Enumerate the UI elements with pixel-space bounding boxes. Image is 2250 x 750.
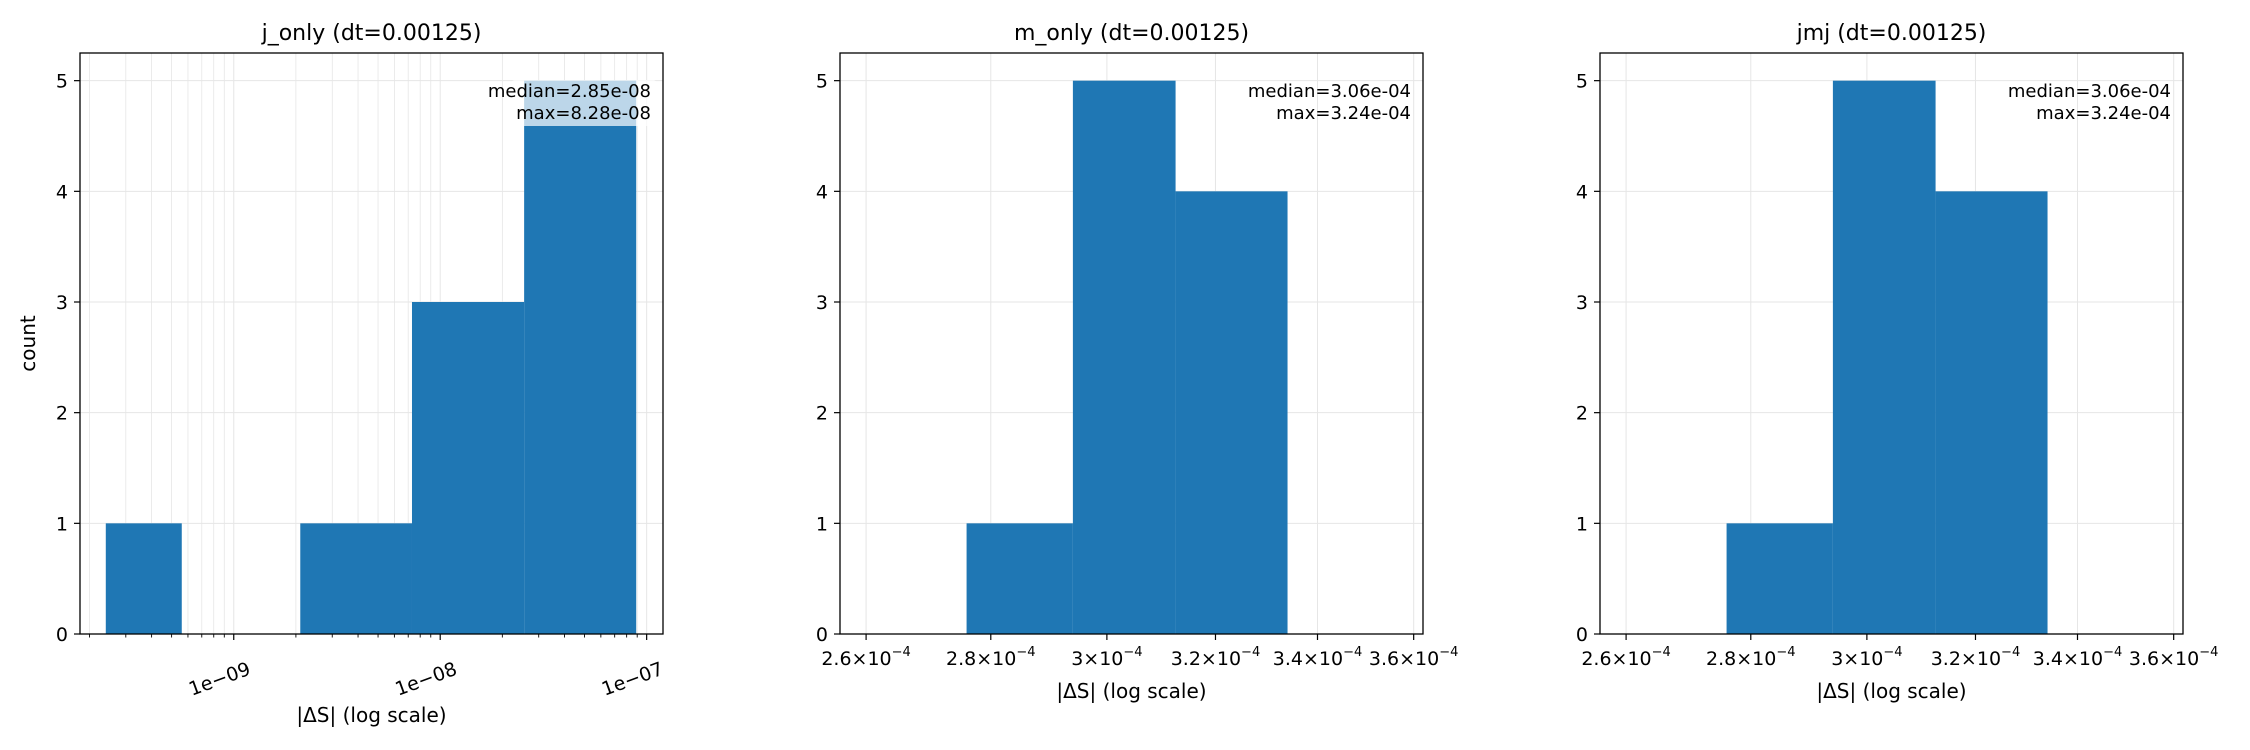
annotation-max-j-only: max=8.28e-08 [516, 103, 651, 124]
y-tick-label: 0 [56, 624, 68, 646]
histogram-bar [1832, 80, 1936, 634]
histogram-bar [411, 302, 525, 634]
annotation-box-j-only [511, 80, 657, 126]
y-tick-label: 2 [56, 403, 68, 425]
y-tick-label: 3 [56, 292, 68, 314]
y-tick-label: 4 [816, 181, 828, 203]
histogram-bar [966, 523, 1073, 634]
y-tick-label: 2 [1576, 403, 1588, 425]
annotation-median-jmj: median=3.06e-04 [2008, 81, 2171, 102]
y-tick-label: 3 [816, 292, 828, 314]
ticks-m-only: 0 1 2 3 4 5 2.6×10−4 2.8×10−4 3×10−4 3.2×10−4 3.4×… [816, 71, 1459, 670]
x-tick-label: 3.2×10−4 [1171, 645, 1261, 670]
xlabel-jmj: |ΔS| (log scale) [1816, 679, 1966, 703]
axes-frame-m-only [839, 52, 1424, 635]
histogram-bar [1935, 191, 2048, 635]
x-tick-label: 3×10−4 [1071, 645, 1142, 670]
title-jmj: jmj (dt=0.00125) [1796, 21, 1987, 46]
x-tick-label: 2.6×10−4 [1581, 645, 1671, 670]
y-tick-label: 4 [56, 181, 68, 203]
y-tick-label: 4 [1576, 181, 1588, 203]
y-tick-label: 1 [816, 513, 828, 535]
y-tick-label: 5 [1576, 71, 1588, 93]
panel-jmj: 0 1 2 3 4 5 2.6×10−4 2.8×10−4 3×10−4 3.2×10−4 3.4×… [1576, 21, 2219, 703]
xlabel-j-only: |ΔS| (log scale) [296, 703, 446, 727]
histogram-bar [105, 523, 182, 634]
x-tick-label: 3.4×10−4 [1273, 645, 1363, 670]
annotation-median-j-only: median=2.85e-08 [488, 81, 651, 102]
x-tick-label: 2.8×10−4 [1706, 645, 1796, 670]
bars-jmj [1726, 80, 2048, 635]
y-tick-label: 1 [56, 513, 68, 535]
ticks-jmj: 0 1 2 3 4 5 2.6×10−4 2.8×10−4 3×10−4 3.2×10−4 3.4×… [1576, 71, 2219, 670]
y-tick-label: 5 [816, 71, 828, 93]
bars-m-only [966, 80, 1288, 635]
y-tick-label: 0 [816, 624, 828, 646]
ylabel-j-only: count [16, 315, 40, 372]
x-tick-label: 2.6×10−4 [821, 645, 911, 670]
histogram-bar [1072, 80, 1176, 634]
y-tick-label: 0 [1576, 624, 1588, 646]
x-tick-label: 3.4×10−4 [2033, 645, 2123, 670]
x-tick-label: 3.6×10−4 [1369, 645, 1459, 670]
histogram-bar [300, 523, 412, 634]
histogram-bar [524, 80, 637, 634]
annotation-max-jmj: max=3.24e-04 [2036, 103, 2171, 124]
histogram-bar [1175, 191, 1288, 635]
panel-m-only: 0 1 2 3 4 5 2.6×10−4 2.8×10−4 3×10−4 3.2×10−4 3.4×… [816, 21, 1459, 703]
y-tick-label: 1 [1576, 513, 1588, 535]
x-tick-label: 3.2×10−4 [1931, 645, 2021, 670]
bars-j-only [105, 80, 637, 634]
annotation-median-m-only: median=3.06e-04 [1248, 81, 1411, 102]
x-tick-label: 3.6×10−4 [2129, 645, 2219, 670]
y-tick-label: 3 [1576, 292, 1588, 314]
annotation-max-m-only: max=3.24e-04 [1276, 103, 1411, 124]
axes-frame-jmj [1599, 52, 2184, 635]
histogram-bar [1726, 523, 1833, 634]
x-tick-label: 3×10−4 [1831, 645, 1902, 670]
xlabel-m-only: |ΔS| (log scale) [1056, 679, 1206, 703]
y-tick-label: 2 [816, 403, 828, 425]
title-j-only: j_only (dt=0.00125) [261, 21, 482, 46]
y-tick-label: 5 [56, 71, 68, 93]
title-m-only: m_only (dt=0.00125) [1014, 21, 1249, 46]
x-tick-label: 2.8×10−4 [946, 645, 1036, 670]
axes-frame-j-only [79, 52, 664, 635]
